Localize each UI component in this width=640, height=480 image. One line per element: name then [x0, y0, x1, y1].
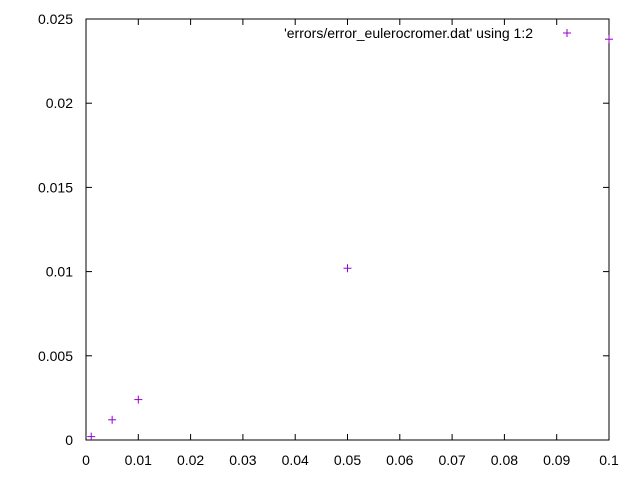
- x-tick-label: 0.06: [386, 452, 413, 468]
- x-tick-labels: 0 0.01 0.02 0.03 0.04 0.05 0.06 0.07 0.08 0.09 0.1: [82, 452, 619, 468]
- x-tick-label: 0.09: [543, 452, 570, 468]
- data-point: [87, 432, 96, 441]
- x-tick-label: 0.1: [599, 452, 619, 468]
- y-tick-label: 0.01: [46, 264, 73, 280]
- tick-marks: [85, 18, 610, 441]
- data-point: [134, 395, 143, 404]
- data-points: [87, 35, 613, 441]
- x-tick-label: 0.02: [177, 452, 204, 468]
- data-point: [605, 35, 613, 44]
- x-tick-label: 0.03: [229, 452, 256, 468]
- legend: 'errors/error_eulerocromer.dat' using 1:…: [284, 25, 571, 41]
- data-point: [343, 264, 352, 273]
- x-tick-label: 0.07: [438, 452, 465, 468]
- legend-label: 'errors/error_eulerocromer.dat' using 1:…: [284, 25, 533, 41]
- y-tick-label: 0.015: [38, 179, 73, 195]
- y-tick-labels: 0 0.005 0.01 0.015 0.02 0.025: [38, 11, 73, 448]
- y-tick-label: 0.005: [38, 348, 73, 364]
- y-tick-label: 0: [65, 432, 73, 448]
- legend-marker: [563, 29, 571, 37]
- y-tick-label: 0.025: [38, 11, 73, 27]
- x-tick-label: 0.01: [125, 452, 152, 468]
- data-point: [108, 415, 117, 424]
- x-tick-label: 0.05: [334, 452, 361, 468]
- y-tick-label: 0.02: [46, 95, 73, 111]
- x-tick-label: 0: [82, 452, 90, 468]
- x-tick-label: 0.08: [491, 452, 518, 468]
- x-tick-label: 0.04: [282, 452, 309, 468]
